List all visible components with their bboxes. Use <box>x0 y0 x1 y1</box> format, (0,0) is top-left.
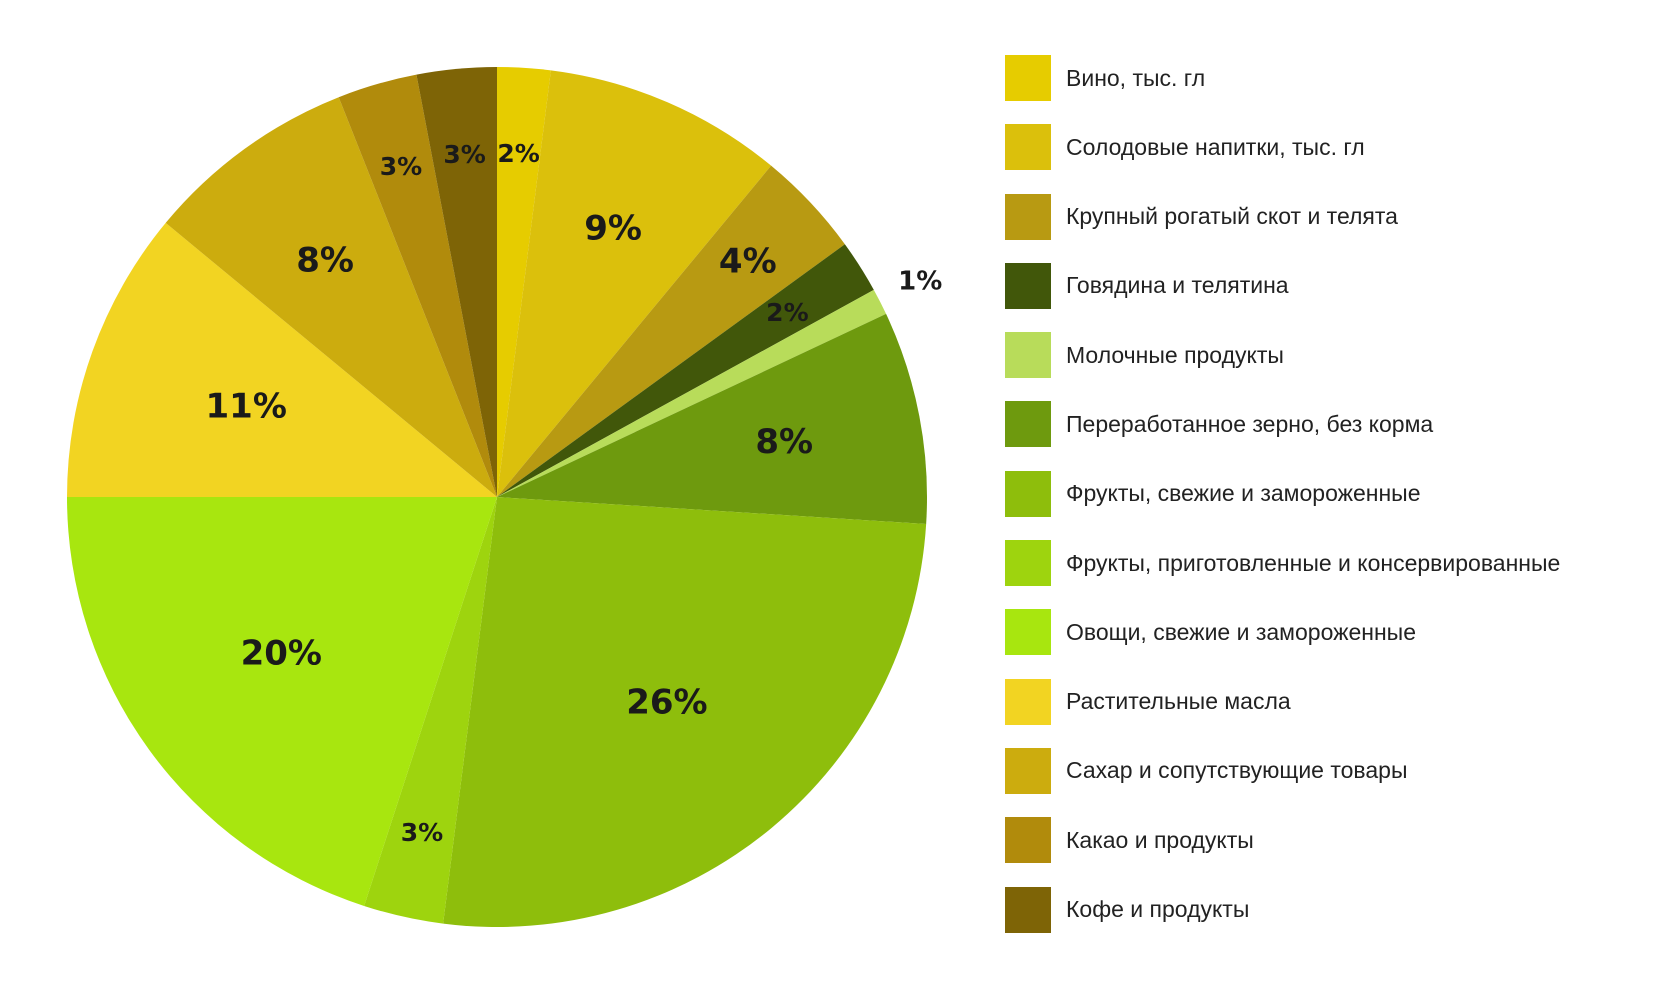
legend-label: Фрукты, свежие и замороженные <box>1066 480 1421 507</box>
legend-label: Овощи, свежие и замороженные <box>1066 618 1417 645</box>
legend-swatch <box>1005 540 1051 587</box>
data-label-slice-1: 2% <box>497 139 539 168</box>
legend-item-1: Вино, тыс. гл <box>1005 55 1560 101</box>
pie-slice-11 <box>165 97 497 497</box>
legend-item-4: Говядина и телятина <box>1005 262 1560 309</box>
pie-slice-9 <box>67 497 497 906</box>
legend-swatch <box>1005 124 1051 171</box>
legend-label: Говядина и телятина <box>1066 272 1289 299</box>
data-label-slice-7: 26% <box>626 682 707 722</box>
pie-plot-area: 2% 9% 4% 2% 1% 8% 26% 3% 20% 11% 8% 3% 3% <box>67 67 942 928</box>
data-label-slice-8: 3% <box>401 818 443 847</box>
legend-label: Крупный рогатый скот и телята <box>1066 203 1398 230</box>
legend-swatch <box>1005 747 1051 794</box>
legend-swatch <box>1005 678 1051 725</box>
pie-slice-3 <box>497 165 845 497</box>
legend-label: Переработанное зерно, без корма <box>1066 410 1434 437</box>
legend-label: Сахар и сопутствующие товары <box>1066 757 1408 784</box>
data-label-slice-11: 8% <box>296 240 354 280</box>
legend-item-8: Фрукты, приготовленные и консервированны… <box>1005 540 1561 587</box>
legend-swatch <box>1005 262 1051 309</box>
data-label-slice-3: 4% <box>719 242 777 282</box>
pie-slice-13 <box>416 67 497 497</box>
pie-slice-10 <box>67 222 497 497</box>
legend-label: Растительные масла <box>1066 688 1291 715</box>
legend-item-3: Крупный рогатый скот и телята <box>1005 193 1560 240</box>
legend-swatch <box>1005 401 1051 448</box>
legend-item-13: Кофе и продукты <box>1005 886 1560 933</box>
legend-item-10: Растительные масла <box>1005 678 1560 725</box>
data-label-slice-6: 8% <box>755 422 813 462</box>
legend-swatch <box>1005 332 1051 379</box>
pie-slice-1 <box>497 67 551 497</box>
legend-item-9: Овощи, свежие и замороженные <box>1005 609 1560 656</box>
pie-slice-8 <box>364 497 497 924</box>
legend-swatch <box>1005 609 1051 656</box>
pie-slice-2 <box>497 70 772 497</box>
legend-swatch <box>1005 193 1051 240</box>
legend-label: Какао и продукты <box>1066 826 1254 853</box>
data-label-slice-2: 9% <box>584 209 642 249</box>
legend-swatch <box>1005 470 1051 517</box>
pie-slice-7 <box>443 497 927 928</box>
legend-label: Вино, тыс. гл <box>1066 64 1206 91</box>
legend-item-11: Сахар и сопутствующие товары <box>1005 747 1560 794</box>
legend-item-5: Молочные продукты <box>1005 332 1560 379</box>
legend-item-12: Какао и продукты <box>1005 817 1560 864</box>
legend-label: Молочные продукты <box>1066 341 1284 368</box>
data-label-slice-12: 3% <box>380 152 422 181</box>
pie-slice-5 <box>497 289 887 497</box>
legend-swatch <box>1005 817 1051 864</box>
legend-item-6: Переработанное зерно, без корма <box>1005 401 1560 448</box>
legend-swatch <box>1005 886 1051 933</box>
legend-item-2: Солодовые напитки, тыс. гл <box>1005 124 1560 171</box>
pie-slice-12 <box>338 74 497 498</box>
legend-item-7: Фрукты, свежие и замороженные <box>1005 470 1560 517</box>
legend-swatch <box>1005 55 1051 101</box>
pie-slice-4 <box>497 244 874 497</box>
pie-slice-6 <box>497 313 927 524</box>
data-label-slice-4: 2% <box>766 298 808 327</box>
data-label-slice-5: 1% <box>898 266 942 296</box>
data-label-slice-13: 3% <box>443 140 485 169</box>
legend-label: Солодовые напитки, тыс. гл <box>1066 133 1365 160</box>
data-label-slice-9: 20% <box>241 634 322 674</box>
legend-label: Фрукты, приготовленные и консервированны… <box>1066 549 1561 576</box>
data-label-slice-10: 11% <box>206 387 287 427</box>
legend-label: Кофе и продукты <box>1066 896 1250 923</box>
legend: Вино, тыс. гл Солодовые напитки, тыс. гл К… <box>1005 55 1560 956</box>
